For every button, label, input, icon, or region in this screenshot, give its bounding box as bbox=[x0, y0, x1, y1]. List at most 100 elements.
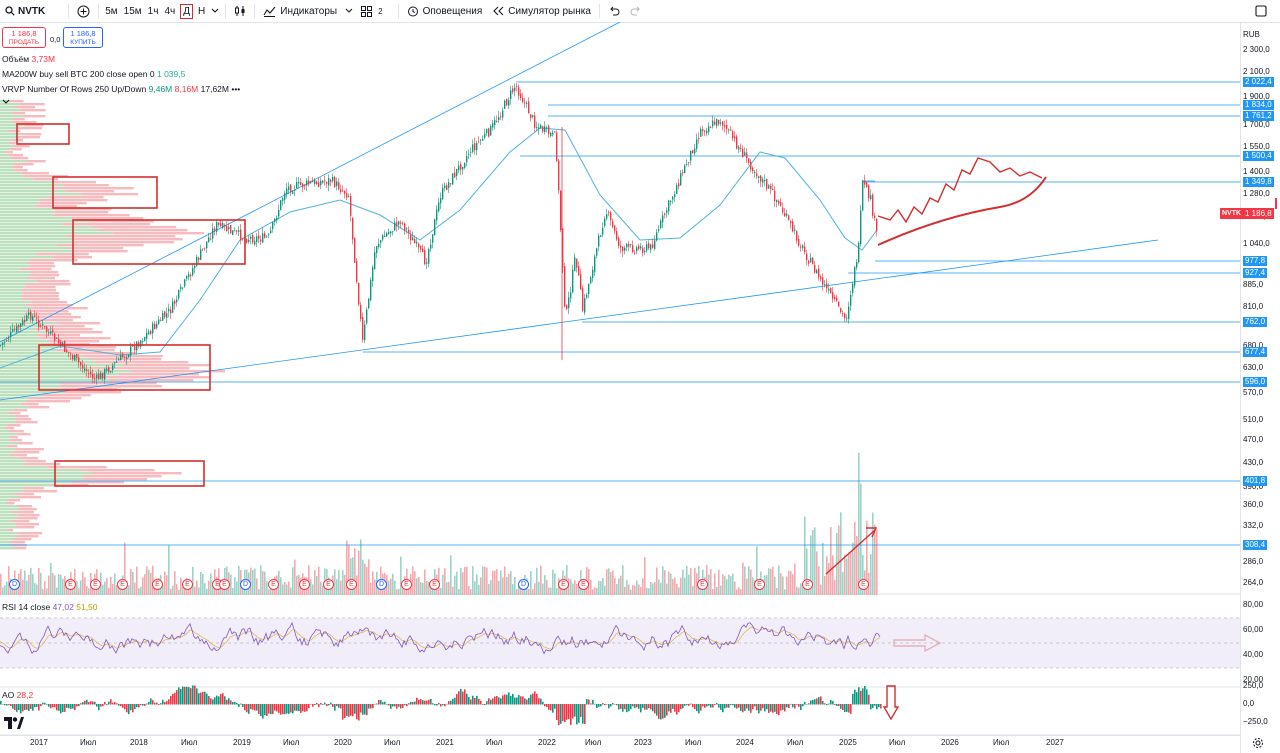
timeframe-5m[interactable]: 5м bbox=[102, 0, 120, 22]
vrvp-down-bar bbox=[20, 109, 46, 112]
ao-legend-value: 28,2 bbox=[16, 690, 34, 700]
symbol-search[interactable]: NVTK bbox=[0, 0, 50, 22]
candle-body bbox=[10, 331, 12, 337]
layouts-button[interactable]: 2 bbox=[356, 0, 387, 22]
ao-legend[interactable]: AO 28,2 bbox=[2, 690, 33, 700]
compare-button[interactable] bbox=[72, 0, 95, 22]
undo-button[interactable] bbox=[603, 0, 625, 22]
price-scale[interactable] bbox=[1240, 22, 1280, 753]
vrvp-legend[interactable]: VRVP Number Of Rows 250 Up/Down 9,46M 8,… bbox=[2, 84, 240, 94]
indicators-button[interactable]: Индикаторы bbox=[258, 0, 342, 22]
indicators-icon bbox=[263, 5, 276, 17]
ao-bar bbox=[128, 704, 130, 715]
candle-body bbox=[524, 102, 526, 104]
down-arrow[interactable] bbox=[882, 685, 900, 721]
vrvp-up-bar bbox=[0, 181, 53, 184]
more-icon[interactable]: ••• bbox=[231, 84, 241, 94]
vrvp-up-bar bbox=[0, 514, 19, 517]
vrvp-up-bar bbox=[0, 445, 7, 448]
alerts-button[interactable]: Оповещения bbox=[402, 0, 488, 22]
price-chart[interactable] bbox=[0, 22, 1240, 753]
volume-bar bbox=[402, 588, 404, 595]
price-tick-label: 510,0 bbox=[1243, 415, 1264, 424]
timeframe-1d[interactable]: Д bbox=[178, 0, 195, 22]
candle-body bbox=[826, 283, 828, 289]
rsi-legend[interactable]: RSI 14 close 47,02 51,50 bbox=[2, 602, 98, 612]
event-marker: E bbox=[152, 579, 163, 590]
time-axis[interactable] bbox=[0, 735, 1240, 753]
timeframe-15m[interactable]: 15м bbox=[121, 0, 145, 22]
fullscreen-button[interactable] bbox=[1250, 0, 1272, 22]
ao-bar bbox=[24, 704, 26, 711]
ao-bar bbox=[354, 704, 356, 714]
vrvp-up-bar bbox=[0, 292, 24, 295]
timeframe-1w[interactable]: Н bbox=[195, 0, 208, 22]
ao-bar bbox=[30, 704, 32, 710]
vrvp-collapse[interactable] bbox=[2, 97, 10, 107]
forecast-line[interactable] bbox=[877, 176, 1047, 246]
timeframe-4h[interactable]: 4ч bbox=[161, 0, 178, 22]
ao-bar bbox=[602, 703, 604, 705]
ao-bar bbox=[632, 704, 634, 707]
trend-line[interactable] bbox=[0, 239, 1159, 401]
vrvp-up-bar bbox=[0, 526, 17, 529]
ao-bar bbox=[372, 704, 374, 709]
ao-bar bbox=[610, 704, 612, 707]
ao-bar bbox=[78, 704, 80, 707]
ma-legend[interactable]: MA200W buy sell BTC 200 close open 0 1 0… bbox=[2, 69, 185, 79]
candle-body bbox=[344, 190, 346, 194]
forecast-zigzag[interactable] bbox=[877, 157, 1043, 224]
ao-bar bbox=[248, 704, 250, 714]
ao-bar bbox=[160, 703, 162, 705]
ao-bar bbox=[754, 704, 756, 707]
volume-bar bbox=[722, 574, 724, 595]
ao-bar bbox=[46, 704, 48, 705]
highlight-box[interactable] bbox=[16, 123, 70, 145]
ao-bar bbox=[794, 704, 796, 709]
candle-body bbox=[4, 341, 6, 343]
currency-label[interactable]: RUB bbox=[1243, 30, 1260, 39]
volume-bar bbox=[4, 585, 6, 595]
ao-bar bbox=[56, 704, 58, 711]
ao-bar bbox=[292, 704, 294, 714]
timeframe-dropdown[interactable] bbox=[208, 0, 222, 22]
highlight-box[interactable] bbox=[38, 344, 211, 391]
volume-legend[interactable]: Объём 3,73M bbox=[2, 54, 55, 64]
volume-arrow[interactable] bbox=[825, 529, 876, 575]
candle-body bbox=[596, 248, 598, 256]
settings-icon[interactable] bbox=[1252, 737, 1264, 752]
ao-bar bbox=[80, 703, 82, 705]
vrvp-down-bar bbox=[29, 265, 56, 268]
redo-button[interactable] bbox=[625, 0, 647, 22]
candle-body bbox=[484, 133, 486, 138]
candle-body bbox=[688, 162, 690, 164]
candle-body bbox=[658, 229, 660, 231]
vrvp-up-bar bbox=[0, 190, 67, 193]
timeframe-1h[interactable]: 1ч bbox=[145, 0, 162, 22]
candle-body bbox=[248, 239, 250, 242]
vrvp-up-bar bbox=[0, 358, 90, 361]
tradingview-logo[interactable] bbox=[4, 717, 24, 732]
candle-body bbox=[228, 226, 230, 230]
replay-button[interactable]: Симулятор рынка bbox=[487, 0, 596, 22]
ao-bar bbox=[328, 704, 330, 706]
ao-bar bbox=[346, 704, 348, 716]
chart-type-button[interactable] bbox=[229, 0, 251, 22]
sell-button[interactable]: 1 186,8 ПРОДАТЬ bbox=[2, 27, 46, 48]
buy-button[interactable]: 1 186,8 КУПИТЬ bbox=[63, 27, 103, 48]
ao-bar bbox=[16, 704, 18, 712]
candle-body bbox=[672, 196, 674, 200]
highlight-box[interactable] bbox=[52, 176, 158, 209]
ao-bar bbox=[412, 702, 414, 705]
highlight-box[interactable] bbox=[72, 219, 246, 265]
ao-bar bbox=[276, 704, 278, 712]
ao-bar bbox=[762, 704, 764, 709]
ao-bar bbox=[142, 704, 144, 706]
vrvp-down-bar bbox=[10, 436, 18, 439]
indicators-dropdown[interactable] bbox=[342, 0, 356, 22]
vrvp-up-bar bbox=[0, 223, 63, 226]
ao-bar bbox=[350, 704, 352, 716]
candle-body bbox=[652, 244, 654, 248]
highlight-box[interactable] bbox=[54, 460, 205, 487]
ao-bar bbox=[662, 704, 664, 719]
